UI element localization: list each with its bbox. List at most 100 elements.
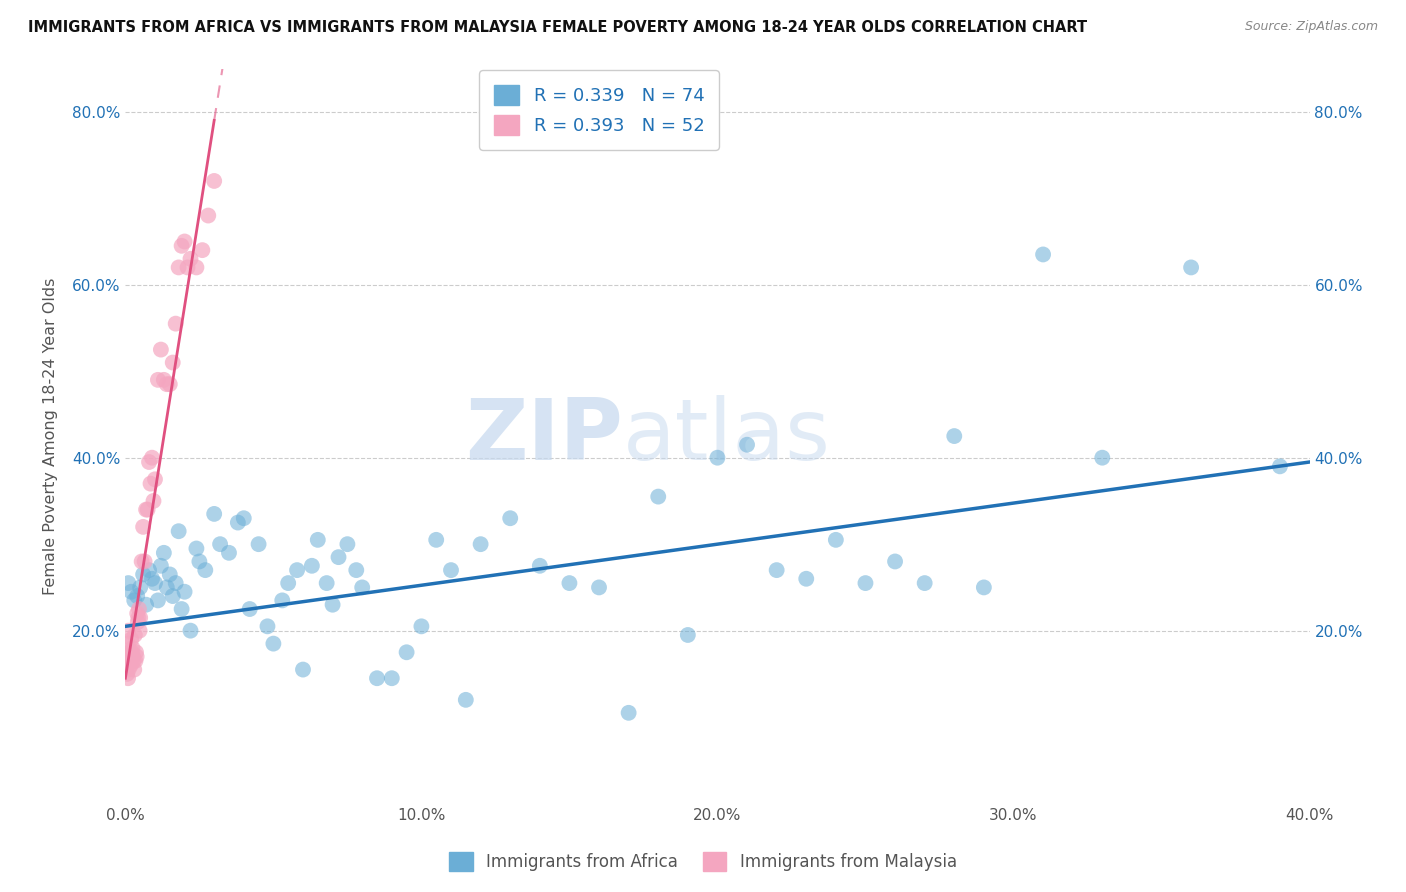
Point: [143, 576, 166, 591]
Point: [186, 260, 208, 275]
Point: [336, 537, 359, 551]
Point: [159, 377, 181, 392]
Point: [176, 260, 198, 275]
Point: [1091, 450, 1114, 465]
Point: [239, 602, 262, 616]
Point: [209, 537, 232, 551]
Point: [499, 511, 522, 525]
Point: [232, 511, 254, 525]
Point: [271, 593, 294, 607]
Point: [328, 550, 350, 565]
Point: [135, 598, 157, 612]
Point: [136, 502, 159, 516]
Point: [121, 640, 143, 655]
Point: [167, 260, 190, 275]
Point: [117, 663, 139, 677]
Text: IMMIGRANTS FROM AFRICA VS IMMIGRANTS FROM MALAYSIA FEMALE POVERTY AMONG 18-24 YE: IMMIGRANTS FROM AFRICA VS IMMIGRANTS FRO…: [28, 20, 1087, 35]
Point: [218, 546, 240, 560]
Point: [156, 581, 179, 595]
Point: [127, 589, 149, 603]
Point: [125, 645, 148, 659]
Point: [247, 537, 270, 551]
Point: [117, 671, 139, 685]
Point: [146, 593, 169, 607]
Point: [470, 537, 492, 551]
Point: [153, 373, 176, 387]
Point: [146, 373, 169, 387]
Point: [121, 645, 143, 659]
Point: [153, 546, 176, 560]
Point: [141, 572, 163, 586]
Point: [124, 654, 146, 668]
Legend: R = 0.339   N = 74, R = 0.393   N = 52: R = 0.339 N = 74, R = 0.393 N = 52: [479, 70, 718, 150]
Point: [149, 558, 172, 573]
Point: [202, 507, 225, 521]
Point: [173, 235, 195, 249]
Point: [344, 563, 367, 577]
Point: [647, 490, 669, 504]
Point: [381, 671, 404, 685]
Point: [186, 541, 208, 556]
Point: [315, 576, 337, 591]
Point: [170, 602, 193, 616]
Point: [179, 624, 201, 638]
Point: [134, 554, 156, 568]
Point: [943, 429, 966, 443]
Point: [124, 628, 146, 642]
Point: [127, 610, 149, 624]
Point: [141, 450, 163, 465]
Text: Source: ZipAtlas.com: Source: ZipAtlas.com: [1244, 20, 1378, 33]
Point: [794, 572, 817, 586]
Point: [149, 343, 172, 357]
Point: [128, 624, 150, 638]
Point: [366, 671, 388, 685]
Point: [188, 554, 211, 568]
Point: [170, 239, 193, 253]
Point: [135, 502, 157, 516]
Point: [162, 589, 184, 603]
Point: [884, 554, 907, 568]
Text: ZIP: ZIP: [465, 394, 623, 477]
Point: [197, 209, 219, 223]
Point: [120, 654, 142, 668]
Point: [125, 649, 148, 664]
Point: [558, 576, 581, 591]
Point: [256, 619, 278, 633]
Point: [117, 624, 139, 638]
Point: [307, 533, 329, 547]
Point: [179, 252, 201, 266]
Point: [352, 581, 374, 595]
Point: [588, 581, 610, 595]
Point: [765, 563, 787, 577]
Point: [194, 563, 217, 577]
Point: [277, 576, 299, 591]
Point: [617, 706, 640, 720]
Legend: Immigrants from Africa, Immigrants from Malaysia: Immigrants from Africa, Immigrants from …: [441, 843, 965, 880]
Point: [127, 607, 149, 621]
Point: [191, 243, 214, 257]
Point: [142, 494, 165, 508]
Point: [167, 524, 190, 539]
Point: [824, 533, 846, 547]
Point: [735, 438, 758, 452]
Point: [120, 658, 142, 673]
Point: [138, 455, 160, 469]
Point: [973, 581, 995, 595]
Point: [425, 533, 447, 547]
Point: [127, 615, 149, 629]
Point: [202, 174, 225, 188]
Point: [411, 619, 433, 633]
Point: [129, 581, 152, 595]
Point: [122, 593, 145, 607]
Point: [117, 637, 139, 651]
Point: [162, 355, 184, 369]
Point: [129, 610, 152, 624]
Point: [138, 563, 160, 577]
Point: [122, 654, 145, 668]
Y-axis label: Female Poverty Among 18-24 Year Olds: Female Poverty Among 18-24 Year Olds: [44, 277, 58, 595]
Point: [165, 317, 187, 331]
Point: [440, 563, 463, 577]
Point: [122, 649, 145, 664]
Point: [139, 476, 162, 491]
Point: [914, 576, 936, 591]
